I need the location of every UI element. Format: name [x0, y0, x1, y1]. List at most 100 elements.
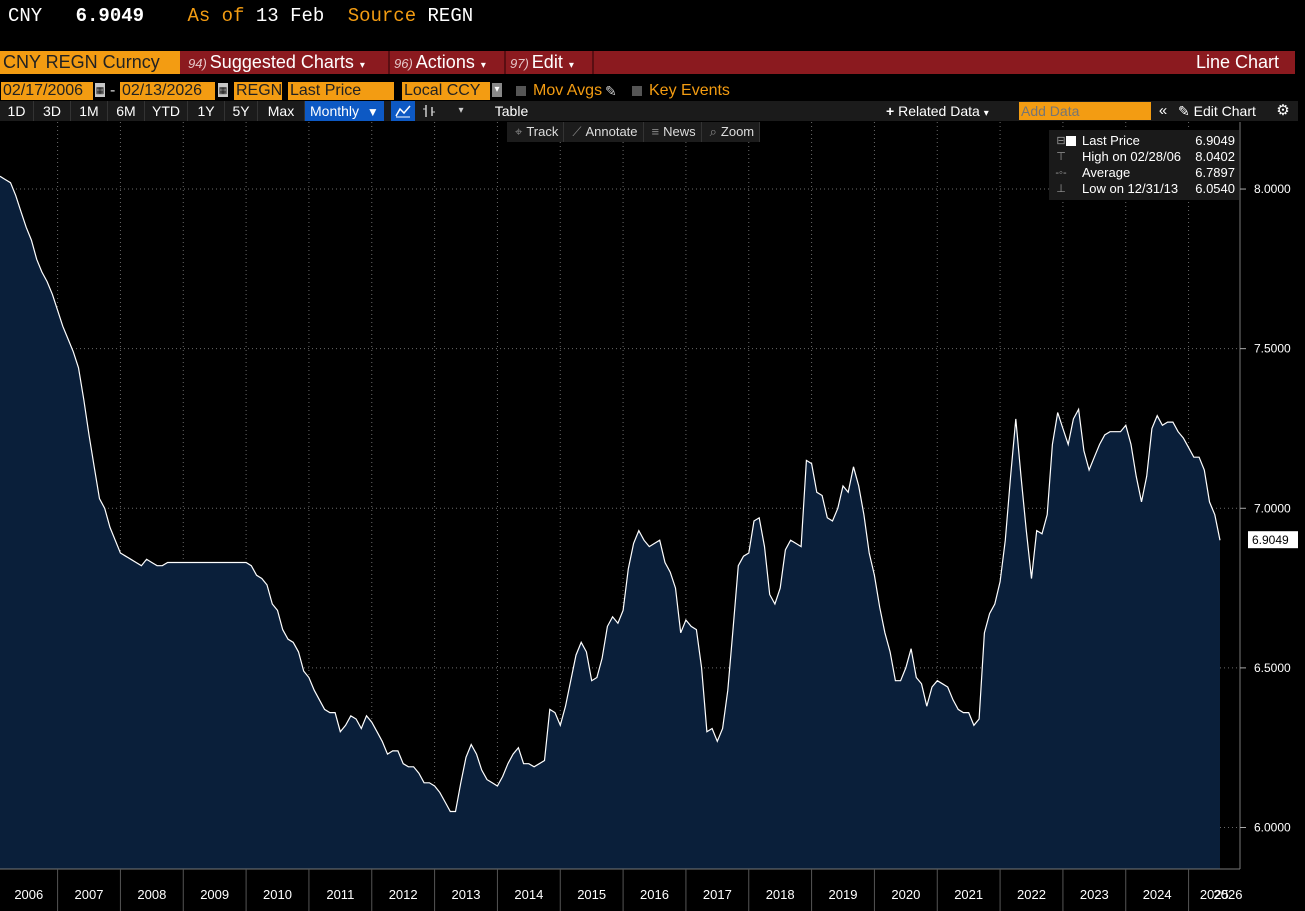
- zoom-label: Zoom: [720, 124, 755, 139]
- legend-last-price[interactable]: ⊟ Last Price 6.9049: [1049, 133, 1239, 149]
- x-tick-label: 2012: [389, 887, 418, 902]
- annotate-button[interactable]: ⟋ Annotate: [564, 122, 644, 142]
- range-toolbar: 1D 3D 1M 6M YTD 1Y 5Y Max Monthly ▼ ▾ Ta…: [0, 101, 1298, 121]
- x-tick-label: 2013: [452, 887, 481, 902]
- x-tick-label: 2020: [891, 887, 920, 902]
- price-line: [0, 175, 1221, 813]
- legend-last-price-value: 6.9049: [1195, 133, 1235, 148]
- x-tick-label: 2018: [766, 887, 795, 902]
- x-tick-label: 2015: [577, 887, 606, 902]
- actions-label: Actions: [415, 52, 475, 72]
- source-label: Source: [347, 5, 417, 27]
- legend-last-price-label: Last Price: [1082, 133, 1140, 148]
- x-tick-label: 2025: [1200, 887, 1229, 902]
- crosshair-icon: ⌖: [515, 124, 523, 139]
- x-tick-label: 2016: [640, 887, 669, 902]
- as-of-date: 13 Feb: [255, 5, 325, 27]
- track-label: Track: [526, 124, 559, 139]
- x-tick-label: 2022: [1017, 887, 1046, 902]
- edit-button[interactable]: 97) Edit ▾: [504, 51, 594, 74]
- news-label: News: [663, 124, 696, 139]
- y-tick-label: 7.5000: [1254, 342, 1291, 356]
- security-field[interactable]: CNY REGN Curncy: [0, 51, 180, 74]
- table-button[interactable]: Table: [494, 103, 529, 119]
- range-1y[interactable]: 1Y: [188, 101, 225, 121]
- x-tick-label: 2007: [75, 887, 104, 902]
- field-selector[interactable]: Last Price: [288, 82, 394, 100]
- line-tool-icon: ⟋: [572, 124, 582, 139]
- calendar-icon[interactable]: ▦: [218, 83, 228, 97]
- frequency-selector[interactable]: Monthly ▼: [305, 101, 384, 121]
- end-date-field[interactable]: 02/13/2026: [120, 82, 215, 100]
- y-tick-label: 6.5000: [1254, 661, 1291, 675]
- range-1m[interactable]: 1M: [71, 101, 108, 121]
- currency-selector[interactable]: Local CCY: [402, 82, 490, 100]
- bar-chart-icon[interactable]: [418, 101, 440, 121]
- source-field[interactable]: REGN: [234, 82, 282, 100]
- line-chart-icon[interactable]: [391, 101, 415, 121]
- related-data-button[interactable]: + Related Data ▾: [886, 101, 1006, 121]
- start-date-field[interactable]: 02/17/2006: [1, 82, 93, 100]
- actions-button[interactable]: 96) Actions ▾: [388, 51, 506, 74]
- key-events-label[interactable]: Key Events: [649, 82, 730, 99]
- current-price: 6.9049: [75, 5, 145, 27]
- add-data-input[interactable]: [1019, 102, 1151, 120]
- edit-label: Edit: [531, 52, 563, 72]
- range-max[interactable]: Max: [258, 101, 305, 121]
- suggested-charts-number: 94): [188, 56, 207, 71]
- x-tick-label: 2006: [14, 887, 43, 902]
- suggested-charts-label: Suggested Charts: [209, 52, 354, 72]
- legend-low-value: 6.0540: [1195, 181, 1235, 196]
- collapse-icon[interactable]: «: [1158, 102, 1168, 119]
- x-tick-label: 2017: [703, 887, 732, 902]
- security-header: CNY 6.9049 As of 13 Feb Source REGN: [8, 4, 485, 28]
- caret-down-icon: ▾: [983, 108, 989, 119]
- pencil-icon: ✎: [1178, 103, 1190, 119]
- x-tick-label: 2010: [263, 887, 292, 902]
- range-1d[interactable]: 1D: [0, 101, 34, 121]
- legend-average: -◦- Average 6.7897: [1049, 165, 1239, 181]
- mov-avgs-checkbox[interactable]: [516, 86, 526, 96]
- x-tick-label: 2008: [137, 887, 166, 902]
- caret-down-icon[interactable]: ▾: [492, 83, 502, 97]
- range-ytd[interactable]: YTD: [145, 101, 188, 121]
- range-5y[interactable]: 5Y: [225, 101, 258, 121]
- range-6m[interactable]: 6M: [108, 101, 145, 121]
- calendar-icon[interactable]: ▦: [95, 83, 105, 97]
- caret-down-icon: ▾: [568, 60, 574, 71]
- plus-icon: +: [886, 103, 895, 119]
- last-value-label: 6.9049: [1248, 531, 1298, 549]
- mov-avgs-label[interactable]: Mov Avgs: [533, 82, 603, 99]
- caret-down-icon[interactable]: ▾: [458, 105, 464, 116]
- news-icon: ≡: [651, 124, 660, 139]
- suggested-charts-button[interactable]: 94) Suggested Charts ▾: [182, 51, 390, 74]
- range-3d[interactable]: 3D: [34, 101, 71, 121]
- edit-number: 97): [510, 56, 529, 71]
- magnifier-icon: ⌕: [709, 124, 717, 139]
- chart-legend: ⊟ Last Price 6.9049 ⊤ High on 02/28/06 8…: [1049, 130, 1239, 200]
- y-tick-label: 7.0000: [1254, 501, 1291, 515]
- last-value-label-bg: [1248, 531, 1298, 549]
- x-tick-label: 2019: [829, 887, 858, 902]
- x-tick-label: 2026: [1214, 887, 1243, 902]
- news-button[interactable]: ≡ News: [644, 122, 702, 142]
- date-separator: -: [110, 82, 116, 99]
- ticker: CNY: [8, 5, 43, 27]
- gear-icon[interactable]: ⚙: [1276, 102, 1290, 119]
- y-tick-label: 8.0000: [1254, 182, 1291, 196]
- high-marker-icon: ⊤: [1056, 151, 1066, 163]
- legend-low-label: Low on 12/31/13: [1082, 181, 1179, 196]
- chart-subtools: ⌖ Track ⟋ Annotate ≡ News ⌕ Zoom: [507, 122, 761, 142]
- x-tick-label: 2021: [954, 887, 983, 902]
- pencil-icon[interactable]: ✎: [605, 83, 617, 99]
- price-area: [0, 176, 1220, 870]
- zoom-button[interactable]: ⌕ Zoom: [702, 122, 761, 142]
- legend-high-label: High on 02/28/06: [1082, 149, 1182, 164]
- edit-chart-button[interactable]: ✎ Edit Chart: [1178, 101, 1273, 121]
- average-marker-icon: -◦-: [1055, 167, 1067, 179]
- frequency-label: Monthly: [310, 103, 360, 119]
- x-tick-label: 2024: [1143, 887, 1172, 902]
- key-events-checkbox[interactable]: [632, 86, 642, 96]
- track-button[interactable]: ⌖ Track: [507, 122, 565, 142]
